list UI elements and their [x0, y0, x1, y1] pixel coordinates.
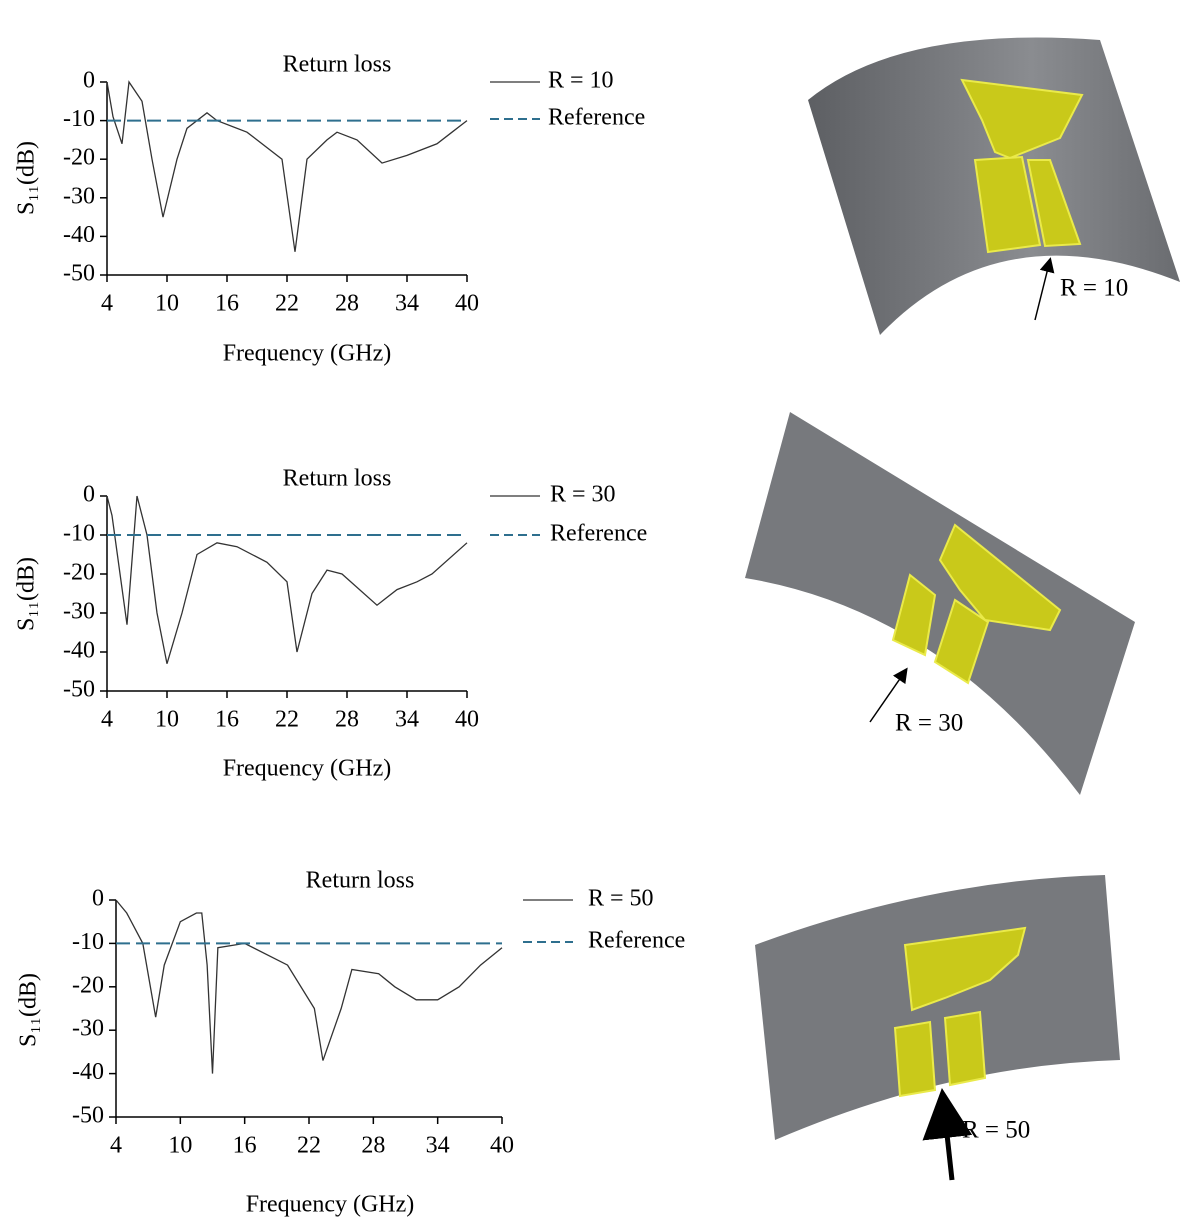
y-tick-label: -10: [63, 521, 95, 547]
x-tick-label: 4: [110, 1133, 122, 1159]
radius-label: R = 30: [895, 710, 963, 737]
x-tick-label: 16: [215, 291, 239, 317]
x-tick-label: 16: [233, 1133, 257, 1159]
x-tick-label: 10: [155, 707, 179, 733]
x-tick-label: 10: [168, 1133, 192, 1159]
y-axis-label: S₁₁(dB): [14, 557, 40, 631]
series-line: [107, 82, 467, 252]
x-tick-label: 4: [101, 707, 113, 733]
x-tick-label: 22: [275, 707, 299, 733]
y-tick-label: -10: [63, 106, 95, 132]
series-line: [107, 496, 467, 664]
page: {"chart_data": [ {"type": "line", "title…: [0, 0, 1180, 1220]
x-axis-label: Frequency (GHz): [246, 1192, 415, 1218]
y-tick-label: -50: [63, 677, 95, 703]
y-tick-label: -50: [72, 1103, 104, 1129]
legend-label: R = 50: [588, 886, 654, 912]
x-tick-label: 40: [490, 1133, 514, 1159]
y-tick-label: -20: [72, 972, 104, 998]
antenna-illustration: R = 10: [808, 38, 1180, 336]
y-tick-label: -30: [72, 1016, 104, 1042]
x-tick-label: 10: [155, 291, 179, 317]
y-tick-label: -40: [63, 222, 95, 248]
y-tick-label: -10: [72, 929, 104, 955]
x-axis-label: Frequency (GHz): [223, 341, 392, 367]
x-tick-label: 34: [395, 707, 419, 733]
radius-label: R = 10: [1060, 275, 1128, 302]
y-tick-label: -20: [63, 560, 95, 586]
x-tick-label: 34: [426, 1133, 450, 1159]
x-tick-label: 40: [455, 291, 479, 317]
antenna-illustration: R = 30: [745, 412, 1135, 795]
y-axis-label: S₁₁(dB): [16, 973, 42, 1047]
y-tick-label: 0: [92, 886, 104, 912]
x-tick-label: 22: [297, 1133, 321, 1159]
y-tick-label: -40: [72, 1059, 104, 1085]
legend-label: Reference: [588, 928, 685, 954]
y-axis-label: S₁₁(dB): [14, 141, 40, 215]
figure: R = 10 R = 30 R = 50 Return loss Frequenc…: [0, 0, 1180, 1220]
y-tick-label: 0: [83, 68, 95, 94]
legend-label: Reference: [548, 105, 645, 131]
x-tick-label: 22: [275, 291, 299, 317]
legend-label: R = 30: [550, 482, 616, 508]
y-tick-label: -30: [63, 599, 95, 625]
y-tick-label: -20: [63, 145, 95, 171]
chart-title: Return loss: [306, 868, 415, 894]
radius-label: R = 50: [962, 1117, 1030, 1144]
antenna-illustration: R = 50: [755, 875, 1120, 1180]
y-tick-label: -50: [63, 261, 95, 287]
y-tick-label: -40: [63, 638, 95, 664]
legend-label: Reference: [550, 521, 647, 547]
x-tick-label: 4: [101, 291, 113, 317]
legend-label: R = 10: [548, 68, 614, 94]
chart-title: Return loss: [283, 466, 392, 492]
series-line: [116, 900, 502, 1074]
x-tick-label: 40: [455, 707, 479, 733]
x-axis-label: Frequency (GHz): [223, 756, 392, 782]
y-tick-label: 0: [83, 482, 95, 508]
x-tick-label: 16: [215, 707, 239, 733]
x-tick-label: 28: [335, 707, 359, 733]
chart-title: Return loss: [283, 52, 392, 78]
y-tick-label: -30: [63, 183, 95, 209]
x-tick-label: 28: [335, 291, 359, 317]
x-tick-label: 28: [361, 1133, 385, 1159]
x-tick-label: 34: [395, 291, 419, 317]
